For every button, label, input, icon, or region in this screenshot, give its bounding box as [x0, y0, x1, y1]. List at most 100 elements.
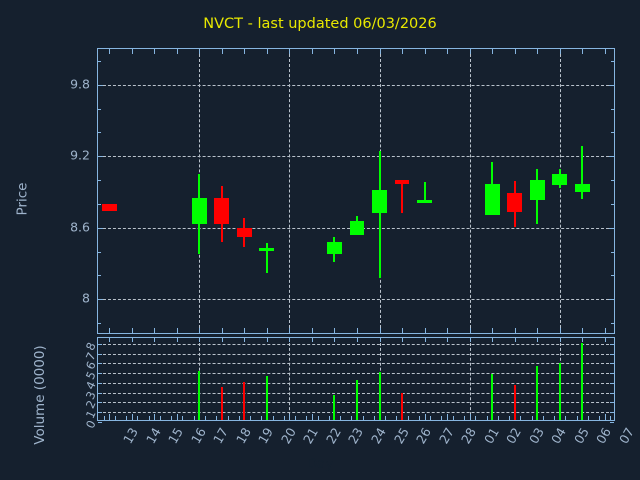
- volume-xtick-mark: [109, 414, 111, 420]
- price-axis-label: Price: [14, 182, 31, 216]
- volume-xminor-tick: [475, 416, 477, 420]
- volume-xminor-tick: [576, 416, 578, 420]
- volume-ytick-mark: [98, 382, 102, 384]
- volume-plot-area: [97, 337, 615, 423]
- volume-xtick-mark-top: [469, 338, 471, 342]
- price-xtick-mark: [424, 49, 426, 54]
- candle-wick: [378, 151, 381, 278]
- price-xtick-mark: [424, 328, 426, 333]
- volume-xtick-mark: [131, 414, 133, 420]
- price-yminor-tick: [98, 108, 101, 110]
- volume-xtick-mark-top: [492, 338, 494, 342]
- volume-gridline-h: [98, 343, 614, 345]
- volume-ytick-mark: [610, 353, 614, 355]
- volume-xminor-tick: [216, 416, 218, 420]
- price-xtick-mark: [469, 328, 471, 333]
- price-xtick-mark: [582, 49, 584, 54]
- volume-xtick-mark-top: [311, 338, 313, 342]
- price-xtick-mark: [402, 49, 404, 54]
- volume-xminor-tick: [430, 416, 432, 420]
- volume-xminor-tick: [193, 416, 195, 420]
- x-axis-tick-label: 02: [503, 425, 525, 447]
- volume-xminor-tick: [295, 416, 297, 420]
- candle-wick: [265, 243, 268, 274]
- volume-xtick-mark: [447, 414, 449, 420]
- price-yminor-tick: [98, 227, 101, 229]
- price-yminor-tick: [98, 60, 101, 62]
- volume-bar: [558, 363, 561, 420]
- x-axis-tick-label: 18: [232, 425, 254, 447]
- volume-xtick-mark: [424, 414, 426, 420]
- candle-body: [259, 248, 275, 251]
- volume-xtick-mark-top: [199, 338, 201, 342]
- price-xtick-mark: [109, 328, 111, 333]
- volume-xminor-tick: [351, 416, 353, 420]
- volume-gridline-v: [469, 338, 471, 420]
- volume-xminor-tick: [509, 416, 511, 420]
- volume-gridline-h: [98, 353, 614, 355]
- volume-ytick-mark: [610, 343, 614, 345]
- volume-xtick-mark-top: [379, 338, 381, 342]
- x-axis-tick-label: 23: [345, 425, 367, 447]
- volume-gridline-h: [98, 363, 614, 365]
- volume-xminor-tick: [599, 416, 601, 420]
- volume-ytick-mark: [98, 363, 102, 365]
- volume-xminor-tick: [171, 416, 173, 420]
- x-axis-tick-label: 17: [210, 425, 232, 447]
- candle-body: [349, 220, 365, 235]
- price-gridline-v: [559, 49, 561, 333]
- volume-xtick-mark-top: [447, 338, 449, 342]
- price-yminor-tick: [611, 323, 614, 325]
- price-xtick-mark: [357, 49, 358, 54]
- candle-body: [236, 227, 252, 238]
- candle-body: [529, 180, 545, 201]
- volume-xtick-mark-top: [244, 338, 246, 342]
- price-yminor-tick: [611, 275, 614, 277]
- price-yminor-tick: [98, 156, 101, 158]
- volume-bar: [243, 381, 246, 420]
- x-axis-tick-label: 28: [458, 425, 479, 447]
- candle-wick: [423, 182, 426, 203]
- volume-xminor-tick: [340, 416, 342, 420]
- volume-bar: [198, 371, 201, 420]
- price-yminor-tick: [98, 299, 101, 301]
- candle-body: [552, 174, 568, 185]
- candle-body: [101, 203, 117, 212]
- volume-xminor-tick: [554, 416, 556, 420]
- x-axis-tick-label: 26: [412, 425, 434, 447]
- price-xtick-mark: [559, 49, 561, 54]
- price-yminor-tick: [98, 323, 101, 325]
- x-axis-tick-label: 15: [165, 425, 187, 447]
- volume-xtick-mark: [289, 414, 291, 420]
- volume-xminor-tick: [137, 416, 139, 420]
- volume-xminor-tick: [486, 416, 488, 420]
- volume-xminor-tick: [272, 416, 274, 420]
- price-xtick-mark: [604, 328, 606, 333]
- volume-xminor-tick: [204, 416, 206, 420]
- volume-xminor-tick: [250, 416, 252, 420]
- volume-xminor-tick: [126, 416, 128, 420]
- volume-bar: [356, 379, 358, 420]
- candle-body: [507, 193, 523, 213]
- x-axis-label: Day: [306, 456, 334, 472]
- price-gridline-v: [469, 49, 471, 333]
- volume-ytick-mark: [98, 343, 102, 345]
- volume-xtick-mark: [176, 414, 178, 420]
- price-plot-area: [97, 48, 615, 334]
- volume-bar: [220, 386, 223, 420]
- price-yminor-tick: [611, 60, 614, 62]
- volume-xtick-mark-top: [424, 338, 426, 342]
- price-ytick-label: 8.6: [70, 219, 90, 235]
- x-axis-tick-label: 19: [255, 425, 277, 447]
- volume-xminor-tick: [261, 416, 263, 420]
- price-xtick-mark: [109, 49, 111, 54]
- volume-xminor-tick: [441, 416, 443, 420]
- volume-xminor-tick: [418, 416, 420, 420]
- price-xtick-mark: [266, 328, 268, 333]
- price-xtick-mark: [514, 49, 516, 54]
- price-yminor-tick: [611, 132, 614, 134]
- x-axis-tick-label: 22: [322, 425, 344, 447]
- price-yminor-tick: [611, 84, 614, 86]
- volume-ytick-mark: [98, 392, 102, 394]
- page-title: NVCT - last updated 06/03/2026: [203, 16, 437, 32]
